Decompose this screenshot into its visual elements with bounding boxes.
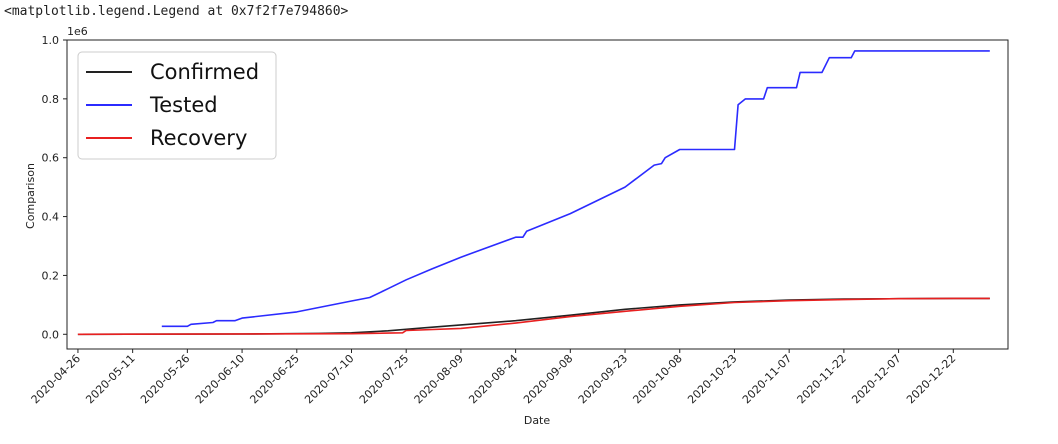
y-tick-label: 0.4 (42, 211, 60, 224)
x-tick-label: 2020-05-26 (138, 352, 192, 406)
series-lines (77, 50, 990, 336)
x-tick-label: 2020-11-07 (740, 352, 794, 406)
y-offset-text: 1e6 (67, 25, 88, 38)
legend: Confirmed Tested Recovery (77, 51, 277, 160)
x-tick-label: 2020-08-24 (466, 352, 520, 406)
x-tick-label: 2020-09-23 (576, 352, 630, 406)
x-tick-label: 2020-08-09 (412, 352, 466, 406)
y-tick-label: 0.0 (42, 328, 60, 341)
legend-box (77, 51, 277, 160)
legend-label-recovery: Recovery (150, 126, 247, 150)
legend-label-confirmed: Confirmed (150, 60, 259, 84)
cell-output-text: <matplotlib.legend.Legend at 0x7f2f7e794… (4, 4, 349, 19)
series-line-confirmed (77, 297, 990, 336)
x-tick-label: 2020-11-22 (795, 352, 849, 406)
x-axis: 2020-04-26 2020-05-11 2020-05-26 2020-06-10… (29, 349, 958, 406)
y-axis: 0.0 0.2 0.4 0.6 0.8 1.0 (42, 34, 67, 341)
x-tick-label: 2020-12-22 (904, 352, 958, 406)
x-tick-label: 2020-04-26 (29, 352, 83, 406)
x-tick-label: 2020-09-08 (521, 352, 575, 406)
y-tick-label: 0.8 (42, 93, 60, 106)
y-tick-label: 0.2 (42, 269, 60, 282)
x-tick-label: 2020-05-11 (83, 352, 137, 406)
x-tick-label: 2020-07-10 (302, 352, 356, 406)
x-axis-label: Date (524, 414, 551, 427)
x-tick-label: 2020-10-08 (630, 352, 684, 406)
series-line-recovery (77, 297, 990, 336)
y-tick-label: 1.0 (42, 34, 60, 47)
x-tick-label: 2020-07-25 (357, 352, 411, 406)
legend-label-tested: Tested (149, 93, 218, 117)
y-axis-label: Comparison (24, 163, 37, 229)
y-tick-label: 0.6 (42, 152, 60, 165)
x-tick-label: 2020-12-07 (849, 352, 903, 406)
x-tick-label: 2020-10-23 (685, 352, 739, 406)
x-tick-label: 2020-06-10 (193, 352, 247, 406)
x-tick-label: 2020-06-25 (247, 352, 301, 406)
series-line-tested (161, 50, 990, 328)
plot-area-frame (66, 39, 1009, 350)
